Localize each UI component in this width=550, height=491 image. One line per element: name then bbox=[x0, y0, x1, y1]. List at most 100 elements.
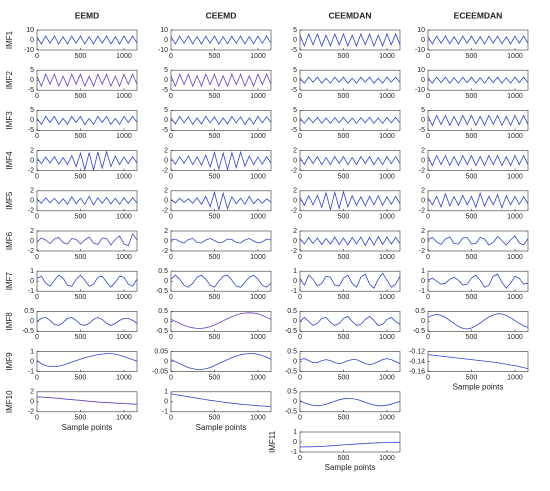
y-tick-label: -0.5 bbox=[285, 409, 297, 416]
x-tick-label: 0 bbox=[35, 53, 39, 60]
y-tick-label: -0.5 bbox=[156, 288, 168, 295]
x-tick-label: 0 bbox=[35, 173, 39, 180]
y-tick-label: -5 bbox=[291, 87, 297, 94]
y-tick-label: 5 bbox=[164, 107, 168, 114]
y-tick-label: 0 bbox=[164, 117, 168, 124]
signal-line bbox=[37, 274, 137, 288]
y-tick-label: -5 bbox=[291, 127, 297, 134]
y-tick-label: 0 bbox=[164, 157, 168, 164]
x-tick-label: 500 bbox=[466, 173, 478, 180]
x-tick-label: 500 bbox=[75, 133, 87, 140]
x-tick-label: 500 bbox=[466, 53, 478, 60]
x-tick-label: 0 bbox=[169, 133, 173, 140]
y-tick-label: 0 bbox=[30, 37, 34, 44]
x-tick-label: 1000 bbox=[379, 53, 395, 60]
y-tick-label: 2 bbox=[30, 188, 34, 195]
y-tick-label: 0 bbox=[30, 278, 34, 285]
signal-line bbox=[171, 238, 271, 244]
y-axis-label: IMF7 bbox=[5, 272, 14, 291]
x-tick-label: 1000 bbox=[250, 334, 266, 341]
x-tick-label: 1000 bbox=[507, 334, 523, 341]
y-tick-label: 5 bbox=[293, 67, 297, 74]
y-tick-label: 10 bbox=[417, 67, 425, 74]
signal-line bbox=[37, 233, 137, 247]
x-tick-label: 1000 bbox=[379, 294, 395, 301]
x-tick-label: 0 bbox=[35, 374, 39, 381]
y-tick-label: 2 bbox=[30, 147, 34, 154]
x-tick-label: 500 bbox=[209, 294, 221, 301]
y-tick-label: 1 bbox=[164, 389, 168, 396]
x-tick-label: 1000 bbox=[250, 415, 266, 422]
y-tick-label: -5 bbox=[162, 127, 168, 134]
signal-line bbox=[428, 313, 528, 330]
x-tick-label: 0 bbox=[298, 53, 302, 60]
x-tick-label: 500 bbox=[209, 254, 221, 261]
y-tick-label: -5 bbox=[28, 87, 34, 94]
y-tick-label: -1 bbox=[291, 449, 297, 456]
x-tick-label: 500 bbox=[466, 254, 478, 261]
y-tick-label: -2 bbox=[28, 248, 34, 255]
x-tick-label: 0 bbox=[169, 374, 173, 381]
y-tick-label: -5 bbox=[162, 87, 168, 94]
signal-line bbox=[428, 354, 528, 369]
x-tick-label: 500 bbox=[338, 455, 350, 462]
y-tick-label: -2 bbox=[162, 167, 168, 174]
signal-line bbox=[428, 114, 528, 127]
y-tick-label: -2 bbox=[291, 208, 297, 215]
x-tick-label: 1000 bbox=[507, 294, 523, 301]
x-tick-label: 500 bbox=[75, 415, 87, 422]
y-tick-label: 0 bbox=[421, 278, 425, 285]
y-tick-label: 2 bbox=[421, 228, 425, 235]
y-tick-label: -5 bbox=[419, 127, 425, 134]
y-axis-label: IMF8 bbox=[5, 312, 14, 331]
axes-box bbox=[36, 311, 138, 332]
x-tick-label: 0 bbox=[426, 334, 430, 341]
y-tick-label: 0 bbox=[30, 399, 34, 406]
y-tick-label: 2 bbox=[293, 147, 297, 154]
axes-box bbox=[427, 311, 529, 332]
column-title: CEEMDAN bbox=[329, 10, 372, 20]
x-tick-label: 0 bbox=[426, 93, 430, 100]
axes-box bbox=[427, 351, 529, 372]
x-tick-label: 1000 bbox=[250, 374, 266, 381]
signal-line bbox=[37, 115, 137, 126]
y-tick-label: 2 bbox=[421, 147, 425, 154]
y-tick-label: 0 bbox=[30, 238, 34, 245]
x-tick-label: 1000 bbox=[116, 93, 132, 100]
x-tick-label: 0 bbox=[426, 214, 430, 221]
y-tick-label: -2 bbox=[162, 248, 168, 255]
y-tick-label: 0 bbox=[293, 157, 297, 164]
x-tick-label: 0 bbox=[426, 133, 430, 140]
y-tick-label: -0.5 bbox=[413, 328, 425, 335]
signal-line bbox=[300, 397, 400, 407]
y-tick-label: -10 bbox=[24, 47, 34, 54]
x-tick-label: 0 bbox=[298, 133, 302, 140]
x-tick-label: 0 bbox=[298, 334, 302, 341]
y-tick-label: -0.5 bbox=[285, 328, 297, 335]
signal-line bbox=[428, 273, 528, 289]
y-tick-label: -2 bbox=[28, 208, 34, 215]
y-axis-label: IMF4 bbox=[5, 151, 14, 170]
y-tick-label: 2 bbox=[164, 147, 168, 154]
x-tick-label: 500 bbox=[75, 173, 87, 180]
x-tick-label: 500 bbox=[75, 93, 87, 100]
x-tick-label: 0 bbox=[298, 294, 302, 301]
x-tick-label: 500 bbox=[338, 214, 350, 221]
x-tick-label: 1000 bbox=[379, 374, 395, 381]
y-tick-label: 0 bbox=[164, 318, 168, 325]
y-tick-label: 0 bbox=[30, 77, 34, 84]
x-tick-label: 500 bbox=[75, 374, 87, 381]
y-tick-label: 0 bbox=[30, 117, 34, 124]
y-tick-label: 10 bbox=[26, 27, 34, 34]
y-tick-label: 2 bbox=[164, 188, 168, 195]
x-tick-label: 1000 bbox=[116, 173, 132, 180]
x-tick-label: 0 bbox=[426, 294, 430, 301]
x-tick-label: 1000 bbox=[116, 374, 132, 381]
x-tick-label: 0 bbox=[298, 173, 302, 180]
signal-line bbox=[37, 35, 137, 45]
y-tick-label: 0.5 bbox=[24, 308, 34, 315]
axes-box bbox=[36, 391, 138, 413]
axes-box bbox=[299, 391, 401, 413]
axes-box bbox=[170, 311, 272, 332]
x-tick-label: 500 bbox=[338, 374, 350, 381]
